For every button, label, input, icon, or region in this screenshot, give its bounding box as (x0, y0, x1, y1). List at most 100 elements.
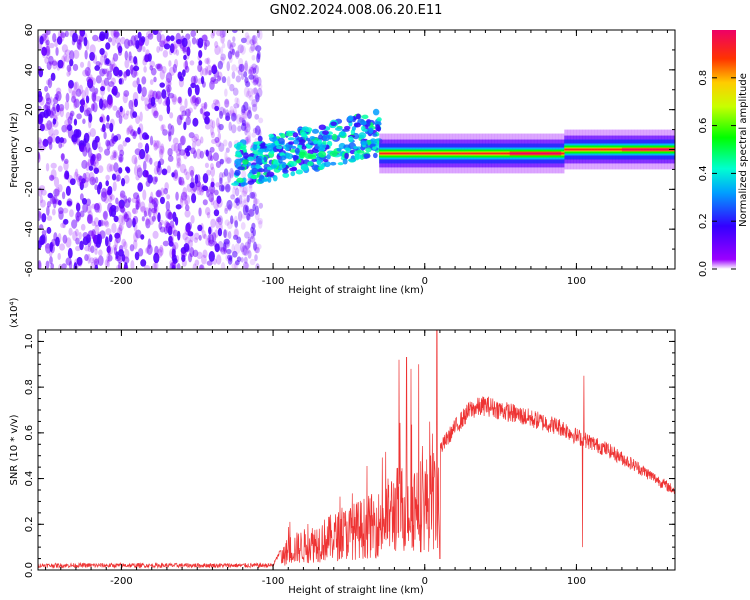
spectrogram-cell (57, 165, 63, 172)
spectrogram-cell (173, 169, 179, 179)
spectrogram-cell (224, 207, 228, 215)
spectrogram-cell (123, 248, 130, 259)
spectrogram-cell (156, 165, 160, 173)
spectrogram-cell (96, 153, 102, 162)
spectrogram-cell (241, 245, 248, 256)
spectrogram-cell (230, 218, 235, 224)
spectrogram-cell (94, 224, 100, 235)
spectrogram-cell (92, 154, 99, 165)
spectrogram-cell (251, 103, 258, 112)
spectrogram-cell (119, 190, 126, 199)
spectrogram-cell (149, 79, 154, 85)
spectrogram-cell (500, 152, 504, 155)
spectrogram-cell (189, 182, 195, 189)
spectrogram-cell (57, 59, 64, 69)
spectrogram-cell (223, 168, 229, 177)
spectrogram-cell (108, 96, 113, 107)
spectrogram-cell (254, 254, 258, 262)
snr-x-label: Height of straight line (km) (288, 585, 424, 596)
spectrogram-cell (99, 31, 106, 41)
spectrogram-cell (144, 54, 150, 63)
spectrogram-cell (235, 50, 240, 59)
spectrogram-cell (68, 79, 74, 89)
spectrogram-cell (214, 105, 220, 112)
colorbar-tick-label: 0.0 (698, 261, 709, 277)
spectrogram-cell (172, 137, 179, 145)
spectrogram-cell (104, 68, 110, 77)
spectrogram-cell (143, 265, 151, 269)
spectrogram-cell (49, 256, 53, 265)
spectrogram-y-label: Frequency (Hz) (9, 112, 20, 188)
spectrogram-cell (226, 157, 232, 164)
spectrogram-cell (105, 122, 111, 129)
spectrogram-cell (76, 113, 82, 120)
spectrogram-cell (206, 169, 212, 176)
spectrogram-cell (149, 157, 153, 165)
spectrogram-cell (97, 165, 104, 174)
spectrogram-cell (98, 98, 104, 110)
spectrogram-cell (49, 109, 54, 118)
spectrogram-cell (388, 152, 392, 155)
spectrogram-cell (84, 177, 90, 183)
spectrogram-cell (111, 133, 115, 144)
spectrogram-cell (92, 34, 99, 42)
spectrogram-cell (156, 62, 163, 70)
spectrogram-cell (63, 52, 67, 62)
spectrogram-cell (99, 116, 104, 123)
spectrogram-cell (104, 188, 111, 198)
spectrogram-cell (115, 197, 119, 205)
spectrogram-cell (214, 229, 219, 238)
spectrogram-cell (242, 261, 249, 269)
spectrogram-cell (223, 229, 227, 238)
spectrogram-cell (111, 37, 116, 46)
spectrogram-cell (184, 204, 190, 212)
spectrogram-cell (199, 66, 204, 77)
spectrogram-cell (96, 233, 101, 245)
spectrogram-cell (153, 142, 158, 151)
spectrogram-cell (274, 140, 279, 146)
spectrogram-cell (216, 216, 222, 223)
spectrogram-cell (208, 239, 215, 247)
spectrogram-cell (171, 264, 176, 269)
spectrogram-cell (509, 152, 513, 155)
spectrogram-cell (190, 75, 196, 85)
spectrogram-cell (131, 98, 136, 109)
spectrogram-cell (38, 141, 41, 148)
spectrogram-cell (254, 64, 259, 75)
spectrogram-cell (123, 256, 130, 264)
spectrogram-cell (488, 152, 492, 155)
spectrogram-cell (223, 238, 230, 245)
spectrogram-cell (241, 182, 248, 186)
spectrogram-cell (250, 191, 257, 200)
spectrogram-cell (160, 187, 165, 196)
spectrogram-cell (165, 72, 173, 83)
spectrogram-cell (59, 107, 64, 118)
spectrogram-cell (168, 212, 173, 220)
spectrogram-cell (63, 158, 69, 165)
spectrogram-cell (38, 117, 42, 124)
spectrogram-cell (84, 142, 91, 153)
spectrogram-cell (624, 148, 629, 151)
spectrogram-cell (73, 49, 80, 59)
spectrogram-cell (144, 170, 150, 178)
spectrogram-cell (248, 74, 255, 80)
spectrogram-cell (400, 152, 404, 155)
spectrogram-cell (473, 152, 477, 155)
spectrogram-cell (55, 46, 59, 56)
spectrogram-cell (234, 261, 239, 269)
spectrogram-cell (189, 60, 195, 66)
snr-panel: -200 -100 0 100 0.0 0.2 0.4 0.6 0.8 1.0 Height o… (9, 297, 676, 596)
spectrogram-cell (270, 164, 278, 169)
spectrogram-cell (127, 197, 132, 203)
spectrogram-cell (61, 61, 65, 69)
spectrogram-cell (240, 45, 246, 55)
spectrogram-cell (261, 178, 270, 182)
spectrogram-cell (99, 230, 106, 239)
spectrogram-cell (564, 148, 568, 151)
spectrogram-cell (124, 50, 129, 61)
spectrogram-cell (247, 106, 252, 114)
spectrogram-cell (190, 215, 195, 224)
spectrogram-cell (105, 228, 112, 236)
spectrogram-cell (140, 206, 147, 213)
